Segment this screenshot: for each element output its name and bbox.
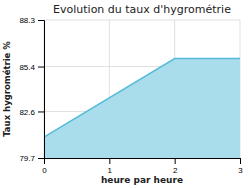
tick: 0 xyxy=(42,158,47,175)
tick-mark xyxy=(109,158,110,164)
axis-domain xyxy=(45,159,241,165)
tick: 79.7 xyxy=(19,154,44,163)
plot-area: 0 1 2 3 79.7 82.6 85.4 88.3 xyxy=(19,16,243,175)
tick-mark xyxy=(38,20,44,21)
tick: 3 xyxy=(238,158,243,175)
y-axis: 79.7 82.6 85.4 88.3 xyxy=(19,16,44,163)
area xyxy=(44,59,240,158)
tick-mark xyxy=(38,67,44,68)
line xyxy=(44,59,240,138)
tick-label: 0 xyxy=(42,166,47,175)
chart: 0 1 2 3 79.7 82.6 85.4 88.3 Evolution du taux d'… xyxy=(0,0,250,188)
tick-mark xyxy=(240,158,241,164)
marks xyxy=(44,59,240,158)
tick-label: 82.6 xyxy=(19,108,35,117)
axis-domain xyxy=(38,21,45,159)
tick: 82.6 xyxy=(19,108,44,117)
x-axis: 0 1 2 3 xyxy=(42,158,243,175)
tick-mark xyxy=(38,158,44,159)
tick-label: 79.7 xyxy=(19,154,35,163)
tick-label: 85.4 xyxy=(19,63,35,72)
tick-label: 1 xyxy=(108,166,113,175)
x-axis-label: heure par heure xyxy=(101,175,183,185)
tick: 88.3 xyxy=(19,16,44,25)
tick-label: 2 xyxy=(173,166,178,175)
y-axis-label: Taux hygrométrie % xyxy=(2,41,12,137)
tick-mark xyxy=(175,158,176,164)
tick-label: 3 xyxy=(238,166,243,175)
grid xyxy=(44,20,240,158)
tick: 85.4 xyxy=(19,63,44,72)
title: Evolution du taux d'hygrométrie xyxy=(53,3,231,16)
tick-mark xyxy=(38,111,44,112)
tick-label: 88.3 xyxy=(19,16,35,25)
grid-line-y xyxy=(44,20,240,21)
tick: 2 xyxy=(173,158,178,175)
tick: 1 xyxy=(108,158,113,175)
